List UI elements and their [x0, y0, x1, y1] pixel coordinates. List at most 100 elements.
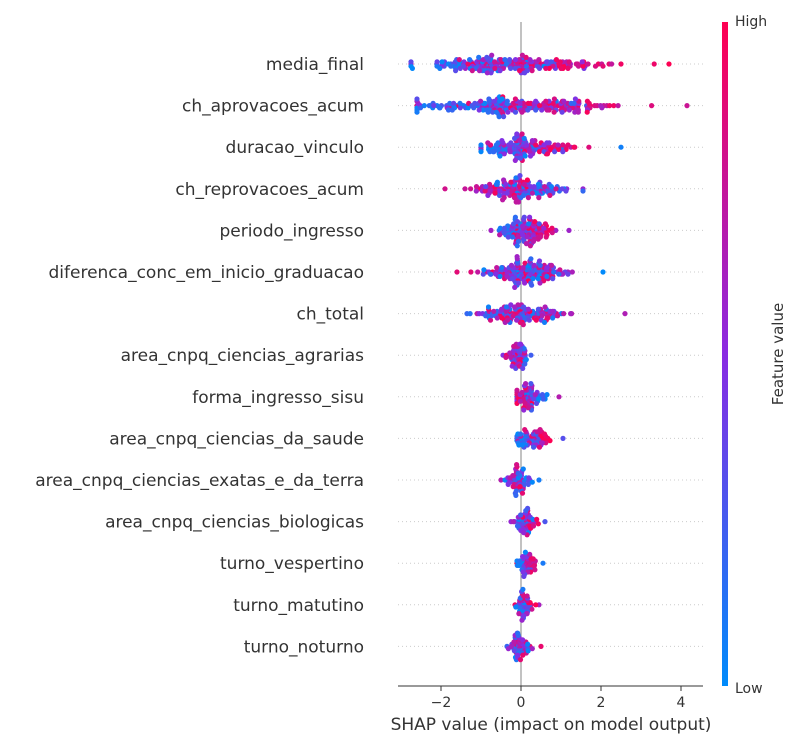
shap-point	[517, 341, 523, 347]
shap-point	[520, 232, 526, 238]
shap-point	[504, 98, 510, 104]
shap-point	[560, 435, 566, 441]
shap-point	[521, 304, 527, 310]
shap-point	[525, 100, 531, 106]
shap-point	[579, 59, 585, 65]
shap-point	[508, 302, 514, 308]
shap-point	[499, 138, 505, 144]
shap-point	[468, 269, 474, 275]
shap-point	[565, 271, 571, 277]
shap-point	[492, 59, 498, 65]
shap-point	[501, 177, 507, 183]
shap-point	[491, 98, 498, 104]
shap-point	[524, 142, 530, 148]
shap-point	[417, 105, 424, 111]
feature-label: area_cnpq_ciencias_da_saude	[109, 429, 364, 449]
shap-point	[513, 199, 519, 205]
shap-point	[575, 109, 581, 115]
shap-point	[512, 284, 518, 290]
shap-point	[541, 184, 548, 190]
shap-point	[538, 643, 544, 650]
shap-point	[473, 184, 480, 190]
shap-point	[485, 304, 492, 310]
shap-point	[532, 219, 538, 225]
shap-point	[482, 188, 488, 194]
shap-point	[536, 477, 542, 483]
shap-point	[651, 61, 657, 67]
shap-point	[529, 282, 535, 288]
feature-label: turno_noturno	[244, 637, 364, 657]
shap-point	[544, 265, 550, 271]
shap-point	[516, 442, 522, 448]
shap-point	[512, 65, 518, 71]
shap-point	[520, 569, 526, 575]
shap-point	[460, 63, 466, 69]
shap-point	[485, 140, 491, 146]
shap-point	[529, 138, 536, 144]
shap-point	[492, 65, 498, 71]
shap-point	[483, 313, 489, 319]
shap-point	[622, 311, 628, 317]
shap-point	[457, 105, 463, 111]
shap-point	[478, 142, 484, 148]
shap-point	[486, 96, 492, 102]
shap-point	[526, 149, 533, 155]
shap-point	[618, 61, 624, 67]
shap-point	[456, 57, 462, 63]
shap-point	[559, 186, 565, 192]
shap-point	[457, 100, 463, 106]
shap-point	[502, 57, 508, 63]
shap-point	[521, 530, 527, 536]
shap-point	[522, 280, 528, 286]
shap-point	[549, 308, 556, 314]
shap-point	[462, 186, 468, 192]
shap-point	[531, 262, 537, 268]
shap-point	[483, 184, 489, 190]
shap-point	[517, 68, 523, 74]
shap-point	[496, 114, 502, 120]
shap-point	[510, 221, 517, 227]
shap-point	[530, 238, 537, 244]
shap-point	[532, 392, 538, 398]
shap-point	[526, 317, 532, 323]
shap-point	[504, 317, 511, 323]
shap-point	[497, 153, 503, 159]
shap-point	[584, 98, 591, 104]
feature-label: diferenca_conc_em_inicio_graduacao	[49, 263, 365, 283]
shap-point	[551, 96, 558, 102]
shap-point	[499, 265, 505, 271]
shap-point	[520, 442, 526, 448]
shap-point	[552, 149, 558, 155]
shap-point	[520, 554, 526, 560]
shap-point	[585, 61, 591, 67]
shap-point	[566, 227, 572, 233]
shap-point	[510, 313, 516, 319]
shap-point	[445, 107, 452, 113]
shap-point	[521, 593, 527, 599]
shap-point	[534, 190, 540, 196]
shap-point	[520, 466, 526, 472]
shap-point	[501, 151, 507, 157]
shap-point	[544, 392, 550, 398]
shap-point	[611, 103, 617, 109]
shap-point	[528, 256, 534, 262]
shap-point	[522, 549, 529, 555]
shap-point	[527, 57, 533, 63]
shap-point	[541, 431, 548, 437]
shap-point	[448, 63, 454, 69]
shap-point	[543, 234, 549, 240]
shap-point	[507, 350, 513, 356]
shap-point	[508, 262, 515, 268]
shap-point	[490, 149, 496, 155]
shap-point	[519, 109, 525, 115]
shap-point	[535, 396, 542, 402]
shap-point	[536, 149, 543, 155]
shap-point	[476, 54, 482, 61]
shap-point	[421, 103, 427, 109]
shap-point	[557, 267, 563, 273]
shap-point	[541, 225, 547, 231]
shap-point	[505, 234, 511, 240]
shap-point	[609, 61, 615, 67]
colorbar-high-label: High	[735, 14, 767, 30]
shap-point	[521, 407, 527, 413]
